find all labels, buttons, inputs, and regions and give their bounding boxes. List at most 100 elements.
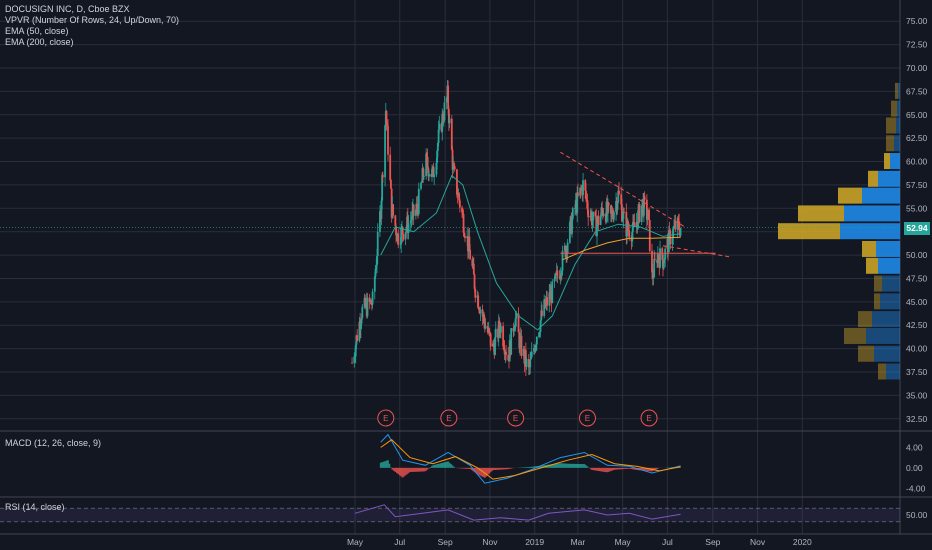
candle-body xyxy=(515,313,518,319)
candle-body xyxy=(483,321,486,329)
candle-body xyxy=(539,320,542,332)
candle-body xyxy=(401,226,404,235)
macd-histogram-bar xyxy=(478,467,480,475)
candle-body xyxy=(423,176,425,177)
candle-body xyxy=(484,326,487,329)
macd-histogram-bar xyxy=(461,467,464,469)
macd-histogram-bar xyxy=(523,467,526,468)
candle-body xyxy=(587,209,590,218)
candle-body xyxy=(648,209,650,221)
candle-body xyxy=(596,224,598,237)
candle-body xyxy=(621,204,623,222)
macd-histogram-bar xyxy=(409,467,411,473)
macd-histogram-bar xyxy=(423,467,426,472)
candle-body xyxy=(672,228,675,238)
earnings-label: E xyxy=(383,414,388,423)
earnings-label: E xyxy=(513,414,518,423)
candle-body xyxy=(513,325,516,330)
candle-body xyxy=(384,125,386,178)
candle-body xyxy=(379,211,381,232)
macd-histogram-bar xyxy=(450,464,452,468)
candle-body xyxy=(585,198,588,201)
macd-histogram-bar xyxy=(400,467,402,477)
y-tick-label: 50.00 xyxy=(906,250,928,260)
candle-body xyxy=(535,337,538,345)
candle-body xyxy=(390,180,392,189)
macd-histogram-bar xyxy=(404,467,407,476)
macd-histogram-bar xyxy=(505,467,508,470)
candle-body xyxy=(461,212,464,215)
x-tick-label: Jul xyxy=(394,537,405,547)
macd-histogram-bar xyxy=(385,460,388,468)
candle-body xyxy=(462,214,465,233)
candle-body xyxy=(668,230,671,232)
macd-histogram-bar xyxy=(497,467,499,470)
candle-body xyxy=(543,299,546,316)
macd-histogram-bar xyxy=(412,467,414,472)
macd-histogram-bar xyxy=(602,467,605,472)
candle-body xyxy=(502,346,505,350)
candle-body xyxy=(380,200,383,219)
macd-histogram-bar xyxy=(435,464,438,468)
candle-body xyxy=(633,222,636,228)
macd-histogram-bar xyxy=(580,464,583,468)
candle-body xyxy=(360,318,363,324)
macd-histogram-bar xyxy=(635,467,637,470)
candle-body xyxy=(390,188,393,218)
candle-body xyxy=(632,221,634,232)
candle-body xyxy=(555,273,557,275)
candle-body xyxy=(645,199,648,220)
macd-histogram-bar xyxy=(444,462,446,468)
volume-profile-up-bar xyxy=(840,223,900,240)
macd-histogram-bar xyxy=(420,467,423,472)
macd-histogram-bar xyxy=(416,467,419,472)
candle-body xyxy=(510,328,513,355)
candle-body xyxy=(416,203,419,210)
macd-histogram-bar xyxy=(529,466,532,468)
candle-body xyxy=(389,154,392,181)
rsi-line xyxy=(354,504,681,521)
volume-profile-down-bar xyxy=(886,135,894,152)
candle-body xyxy=(359,323,362,330)
candle-body xyxy=(611,211,614,217)
candle-body xyxy=(397,233,400,245)
candle-body xyxy=(410,220,413,221)
macd-pane[interactable] xyxy=(379,433,681,484)
macd-histogram-bar xyxy=(629,467,631,469)
candle-body xyxy=(435,162,438,175)
candle-body xyxy=(659,248,661,268)
macd-histogram-bar xyxy=(595,467,598,471)
rsi-pane[interactable] xyxy=(0,504,900,523)
candle-body xyxy=(422,168,425,177)
volume-profile-up-bar xyxy=(894,135,900,152)
candle-body xyxy=(385,111,388,124)
candle-body xyxy=(577,192,579,196)
macd-histogram-bar xyxy=(585,465,587,468)
candle-body xyxy=(453,165,455,167)
volume-profile-down-bar xyxy=(884,153,890,170)
volume-profile-up-bar xyxy=(896,117,900,134)
earnings-label: E xyxy=(646,414,651,423)
macd-histogram-bar xyxy=(593,467,596,471)
candle-body xyxy=(500,326,502,333)
candle-body xyxy=(443,102,446,121)
macd-histogram-bar xyxy=(495,467,498,470)
candle-body xyxy=(505,351,507,355)
y-tick-label: 67.50 xyxy=(906,86,928,96)
macd-signal-line xyxy=(380,439,681,480)
candle-body xyxy=(414,209,417,216)
macd-histogram-bar xyxy=(551,464,554,468)
macd-histogram-bar xyxy=(504,467,507,470)
candle-body xyxy=(568,221,571,243)
volume-profile-up-bar xyxy=(878,170,900,187)
candle-body xyxy=(433,174,436,178)
candle-body xyxy=(387,125,389,155)
candle-body xyxy=(586,200,589,210)
legend-title: DOCUSIGN INC, D, Cboe BZX xyxy=(5,4,130,14)
candle-body xyxy=(654,259,656,260)
volume-profile-down-bar xyxy=(866,257,878,274)
volume-profile-down-bar xyxy=(844,327,866,344)
macd-histogram-bar xyxy=(464,467,467,469)
